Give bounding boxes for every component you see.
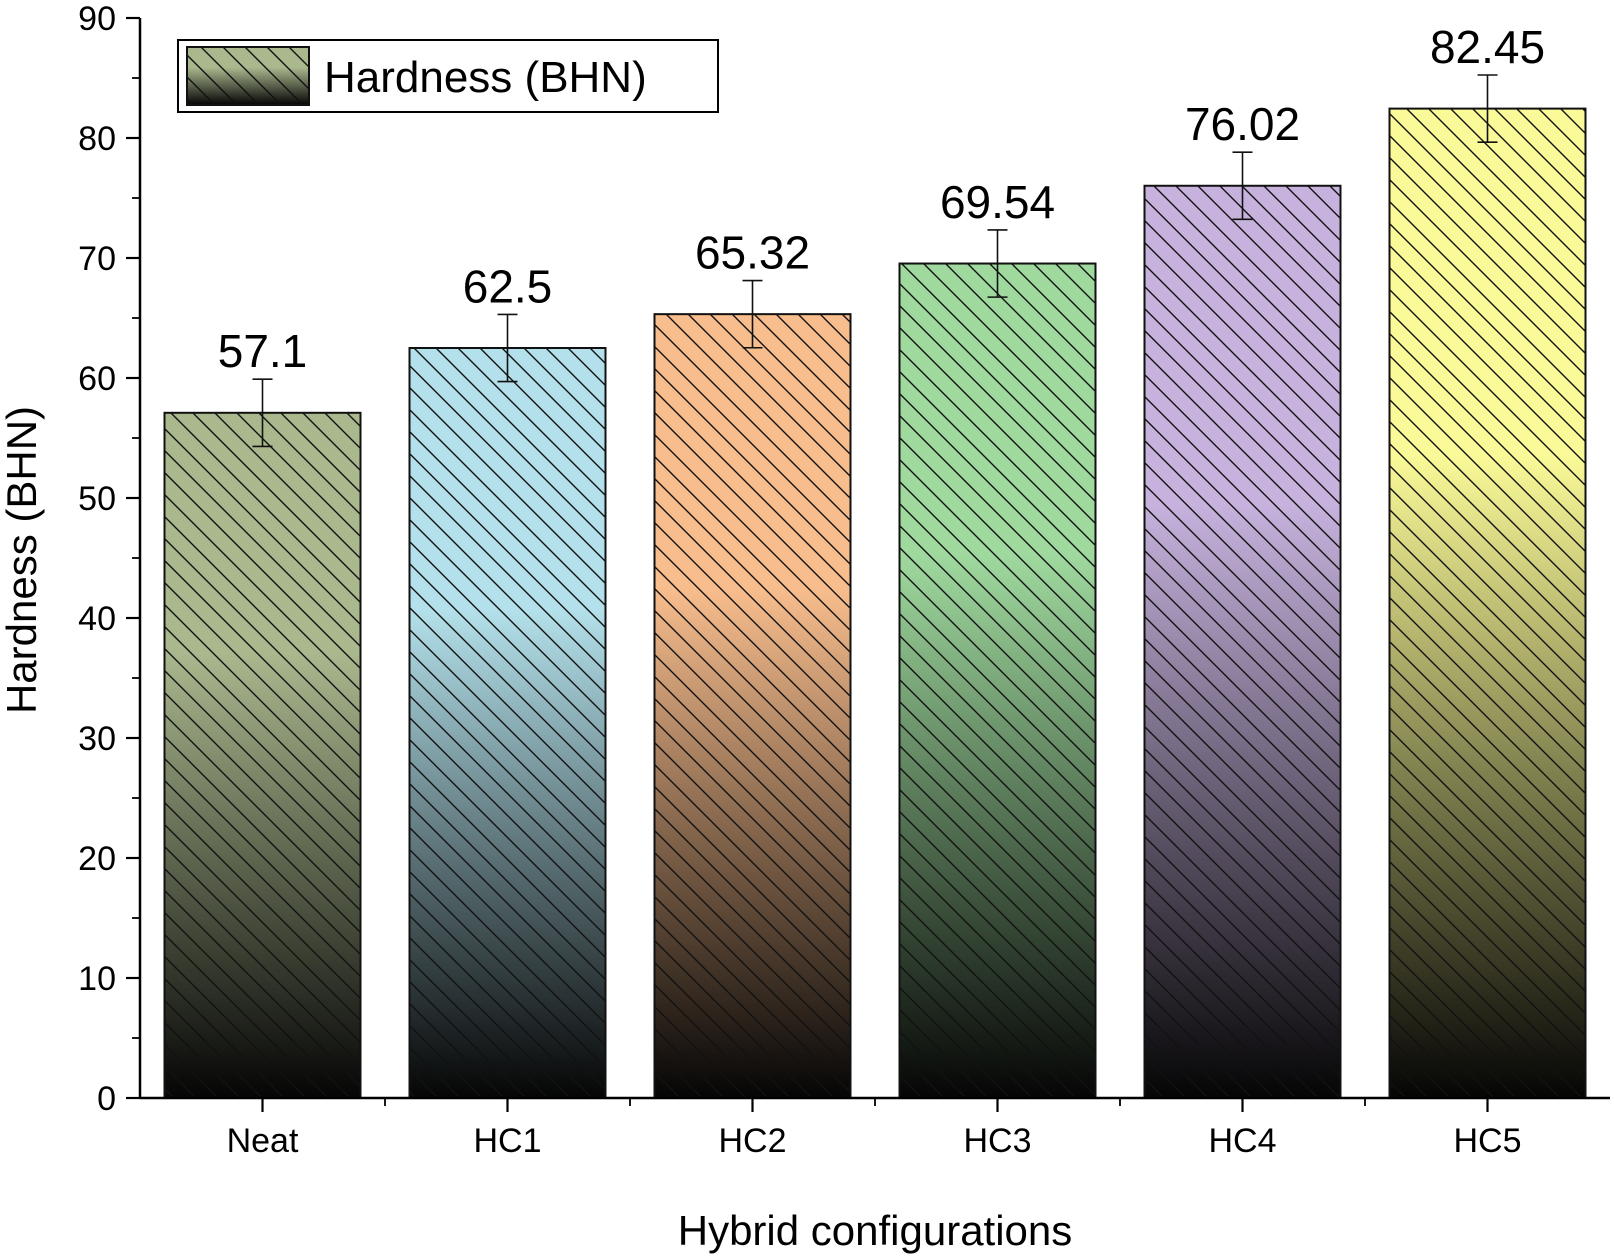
y-tick-label: 80 — [78, 120, 116, 158]
data-label-hc3: 69.54 — [940, 176, 1055, 228]
data-label-hc1: 62.5 — [463, 260, 553, 312]
error-bars-group — [252, 74, 1498, 448]
axes-group: 0 10 20 30 40 50 60 70 80 90 Neat HC1 HC2 HC3 HC4 HC5 — [78, 0, 1610, 1160]
data-label-hc4: 76.02 — [1185, 98, 1300, 150]
error-bar-hc2 — [742, 279, 763, 349]
error-bar-hc3 — [987, 229, 1008, 298]
bar-hatch-hc3 — [898, 262, 1097, 1099]
x-axis-title: Hybrid configurations — [678, 1207, 1073, 1254]
bar-hatch-hc1 — [408, 347, 607, 1099]
y-tick-label: 30 — [78, 720, 116, 758]
bar-hatch-neat — [163, 411, 362, 1099]
data-labels-group: 57.1 62.5 65.32 69.54 76.02 82.45 — [218, 21, 1545, 377]
y-tick-label: 40 — [78, 600, 116, 638]
bars-group — [163, 107, 1587, 1100]
y-tick-label: 90 — [78, 0, 116, 38]
y-tick-label: 50 — [78, 480, 116, 518]
y-tick-label: 20 — [78, 840, 116, 878]
bar-hatch-hc5 — [1388, 107, 1587, 1100]
error-bar-neat — [252, 378, 273, 448]
x-tick-label: Neat — [227, 1122, 299, 1160]
error-bar-hc5 — [1477, 74, 1498, 143]
error-bar-hc4 — [1232, 151, 1253, 221]
data-label-hc2: 65.32 — [695, 227, 810, 279]
bar-hatch-hc2 — [653, 313, 852, 1100]
y-tick-label: 60 — [78, 360, 116, 398]
x-tick-label: HC1 — [473, 1122, 541, 1160]
x-tick-label: HC4 — [1208, 1122, 1276, 1160]
y-tick-label: 0 — [97, 1080, 116, 1118]
bar-hatch-hc4 — [1143, 184, 1342, 1099]
data-label-hc5: 82.45 — [1430, 21, 1545, 73]
legend-swatch-hatch — [186, 46, 310, 106]
error-bar-hc1 — [497, 313, 518, 383]
x-tick-label: HC5 — [1453, 1122, 1521, 1160]
data-label-neat: 57.1 — [218, 325, 308, 377]
legend-label: Hardness (BHN) — [324, 53, 647, 102]
x-tick-label: HC3 — [963, 1122, 1031, 1160]
y-axis-title: Hardness (BHN) — [0, 406, 45, 714]
legend: Hardness (BHN) — [177, 39, 719, 113]
x-tick-label: HC2 — [718, 1122, 786, 1160]
y-tick-label: 70 — [78, 240, 116, 278]
y-tick-label: 10 — [78, 960, 116, 998]
